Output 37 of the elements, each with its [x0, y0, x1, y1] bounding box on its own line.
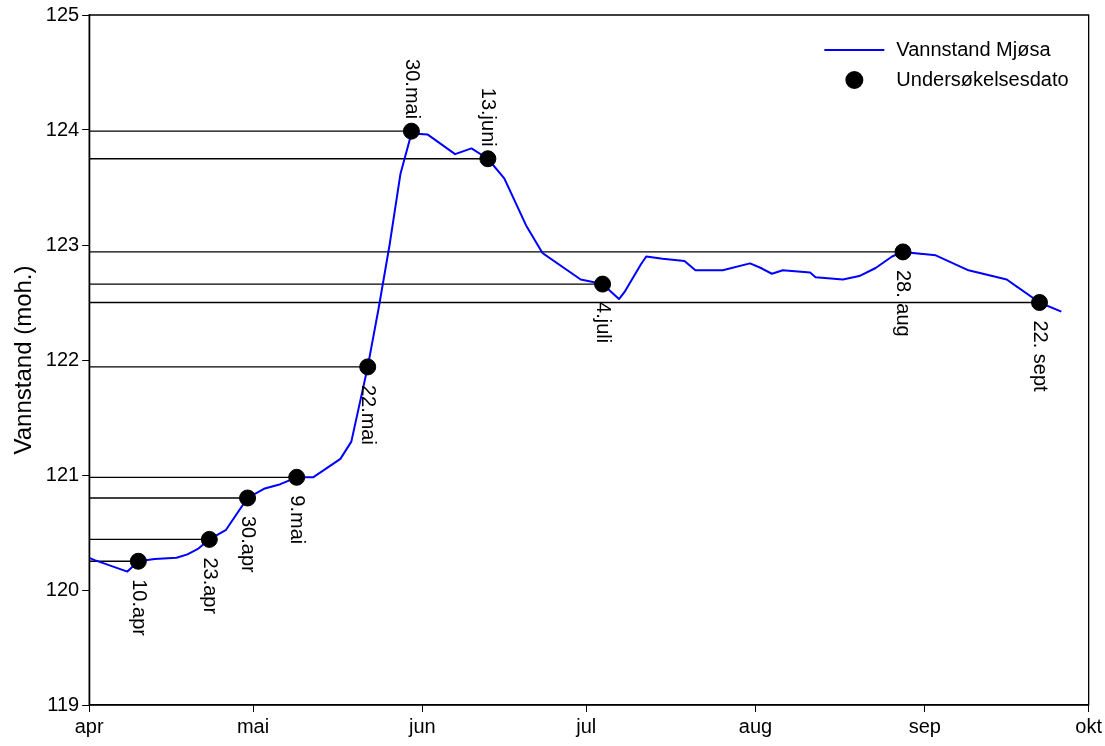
x-tick-label: aug: [738, 714, 773, 737]
x-tick-label: jul: [575, 714, 597, 737]
point: [479, 150, 497, 168]
point: [1031, 294, 1049, 311]
legend-label: Vannstand Mjøsa: [896, 37, 1052, 60]
annotation: 23.apr: [199, 557, 222, 615]
annotation: 10.apr: [128, 579, 151, 637]
point: [129, 552, 147, 570]
x-tick-label: apr: [74, 714, 104, 737]
annotation: 30.apr: [238, 516, 261, 574]
y-tick-label: 125: [45, 2, 80, 25]
annotation: 22.mai: [358, 384, 381, 445]
y-tick-label: 119: [47, 692, 80, 715]
point: [239, 489, 257, 507]
point: [402, 122, 420, 140]
y-tick-label: 122: [45, 347, 80, 370]
annotation: 22. sept: [1029, 320, 1052, 393]
annotation: 28. aug: [893, 269, 916, 337]
annotation: 9.mai: [287, 495, 310, 545]
y-axis-title: Vannstand (moh.): [9, 265, 37, 455]
legend-label: Undersøkelsesdato: [896, 67, 1069, 90]
point: [359, 358, 377, 376]
x-tick-label: jun: [407, 714, 436, 737]
annotation: 30.mai: [401, 59, 424, 120]
y-tick-label: 121: [45, 462, 80, 485]
annotation: 4.juli: [593, 302, 616, 344]
y-tick-label: 123: [45, 232, 80, 255]
point: [594, 275, 612, 293]
annotation: 13.juni: [478, 87, 501, 147]
point: [200, 530, 218, 548]
y-tick-label: 124: [45, 117, 80, 140]
point: [288, 468, 306, 486]
y-tick-label: 120: [45, 577, 80, 600]
x-tick-label: sep: [908, 714, 941, 737]
x-tick-label: mai: [236, 714, 270, 737]
x-tick-label: okt: [1075, 714, 1103, 737]
point: [894, 243, 912, 261]
